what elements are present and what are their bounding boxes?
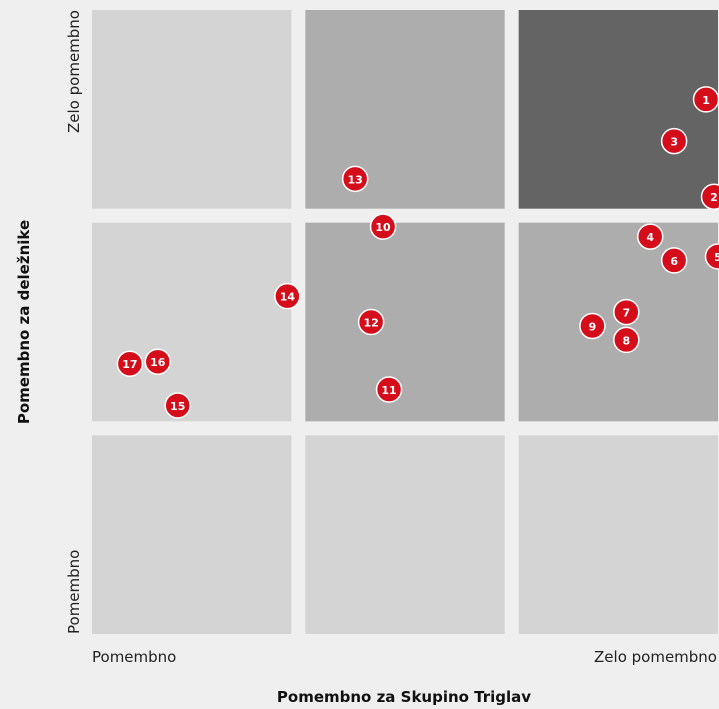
matrix-point-17: 17 — [116, 350, 144, 377]
matrix-point-11: 11 — [375, 376, 403, 403]
point-marker — [341, 165, 369, 193]
point-marker — [660, 127, 688, 155]
point-label: 15 — [170, 400, 185, 413]
point-label: 10 — [375, 221, 391, 234]
matrix-point-16: 16 — [144, 348, 172, 375]
point-marker — [116, 350, 144, 377]
point-label: 1 — [702, 94, 710, 107]
point-marker — [613, 326, 640, 354]
point-marker — [144, 348, 172, 375]
matrix-point-15: 15 — [164, 392, 191, 419]
point-label: 14 — [280, 291, 296, 304]
point-label: 2 — [710, 191, 718, 204]
point-marker — [369, 213, 397, 240]
matrix-cell — [305, 222, 505, 422]
point-label: 4 — [646, 231, 654, 244]
point-marker — [636, 223, 664, 250]
point-label: 8 — [622, 334, 630, 347]
point-label: 16 — [150, 356, 166, 369]
point-marker — [375, 376, 403, 403]
matrix-point-9: 9 — [579, 312, 606, 340]
matrix-point-4: 4 — [636, 223, 664, 250]
x-tick-low: Pomembno — [92, 648, 176, 666]
matrix-point-14: 14 — [274, 282, 301, 310]
point-marker — [164, 392, 191, 419]
point-marker — [579, 312, 606, 340]
point-label: 12 — [363, 317, 378, 330]
y-tick-high: Zelo pomembno — [65, 10, 83, 133]
point-marker — [660, 247, 688, 274]
y-tick-low: Pomembno — [65, 550, 83, 634]
matrix-cell — [305, 10, 505, 209]
point-marker — [613, 298, 640, 326]
point-label: 9 — [589, 320, 597, 333]
matrix-point-3: 3 — [660, 127, 688, 155]
point-label: 6 — [670, 255, 678, 268]
matrix-point-6: 6 — [660, 247, 688, 274]
matrix-point-13: 13 — [341, 165, 369, 193]
point-marker — [700, 183, 719, 210]
matrix-point-7: 7 — [613, 298, 640, 326]
x-tick-high: Zelo pomembno — [594, 648, 717, 666]
matrix-point-10: 10 — [369, 213, 397, 240]
point-marker — [704, 243, 719, 270]
matrix-cell — [305, 435, 505, 634]
matrix-cell — [92, 435, 292, 634]
x-axis-title: Pomembno za Skupino Triglav — [277, 688, 531, 706]
point-label: 11 — [381, 384, 396, 397]
y-axis-title: Pomembno za deležnike — [15, 220, 33, 424]
point-marker — [274, 282, 301, 310]
point-label: 13 — [348, 173, 363, 186]
point-label: 3 — [670, 136, 678, 149]
matrix-point-8: 8 — [613, 326, 640, 354]
matrix-point-1: 1 — [692, 86, 719, 113]
point-marker — [357, 308, 385, 336]
matrix-point-12: 12 — [357, 308, 385, 336]
matrix-cells — [92, 10, 718, 634]
matrix-cell — [92, 10, 292, 209]
matrix-cell — [518, 10, 718, 209]
matrix-point-5: 5 — [704, 243, 719, 270]
matrix-cell — [518, 435, 718, 634]
matrix-point-2: 2 — [700, 183, 719, 210]
point-label: 5 — [714, 251, 719, 264]
point-label: 17 — [122, 358, 137, 371]
point-label: 7 — [622, 307, 630, 320]
matrix-cell — [92, 222, 292, 422]
